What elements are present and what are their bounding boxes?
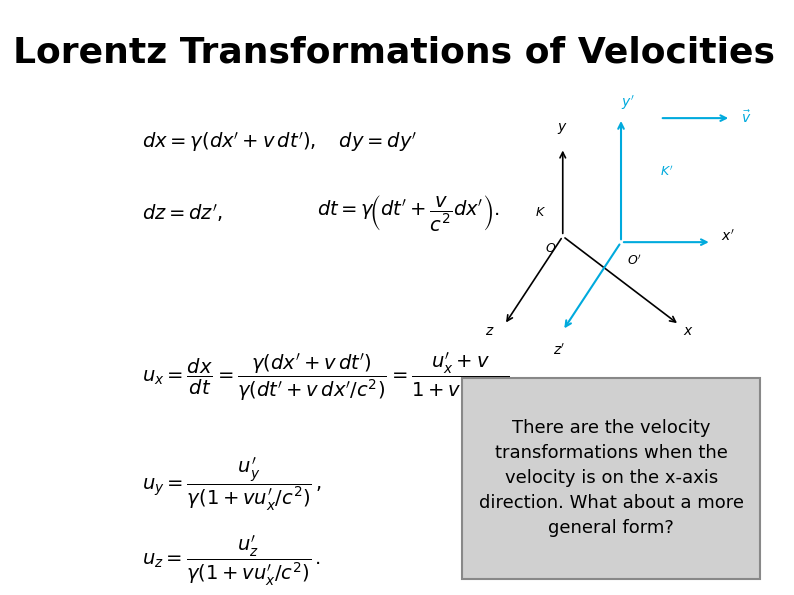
Text: $K'$: $K'$	[660, 164, 673, 178]
Text: $x$: $x$	[683, 324, 693, 338]
Text: $y$: $y$	[557, 121, 569, 136]
Text: $O'$: $O'$	[627, 254, 642, 268]
Text: $K$: $K$	[534, 206, 545, 219]
Text: There are the velocity
transformations when the
velocity is on the x-axis
direct: There are the velocity transformations w…	[479, 419, 744, 537]
Text: $u_y = \dfrac{u_y'}{\gamma(1 + vu_x'/c^2)}\,,$: $u_y = \dfrac{u_y'}{\gamma(1 + vu_x'/c^2…	[142, 456, 322, 513]
Text: $z$: $z$	[485, 324, 495, 338]
Text: $dt = \gamma\!\left(dt' + \dfrac{v}{c^2}dx'\right).$: $dt = \gamma\!\left(dt' + \dfrac{v}{c^2}…	[317, 193, 499, 233]
Text: $\vec{v}$: $\vec{v}$	[741, 110, 751, 126]
Text: Lorentz Transformations of Velocities: Lorentz Transformations of Velocities	[13, 36, 776, 70]
Text: $z'$: $z'$	[553, 343, 566, 358]
Text: $O$: $O$	[545, 242, 557, 255]
Text: $dz = dz',$: $dz = dz',$	[142, 202, 222, 224]
Text: $u_x = \dfrac{dx}{dt} = \dfrac{\gamma(dx' + v\,dt')}{\gamma(dt' + v\,dx'/c^2)} =: $u_x = \dfrac{dx}{dt} = \dfrac{\gamma(dx…	[142, 350, 519, 405]
FancyBboxPatch shape	[462, 378, 760, 579]
Text: $u_z = \dfrac{u_z'}{\gamma(1 + vu_x'/c^2)}\,.$: $u_z = \dfrac{u_z'}{\gamma(1 + vu_x'/c^2…	[142, 534, 321, 588]
Text: $x'$: $x'$	[722, 228, 735, 244]
Text: $dx = \gamma(dx' + v\,dt'),\quad dy = dy'$: $dx = \gamma(dx' + v\,dt'),\quad dy = dy…	[142, 130, 417, 154]
Text: $y'$: $y'$	[621, 94, 634, 112]
